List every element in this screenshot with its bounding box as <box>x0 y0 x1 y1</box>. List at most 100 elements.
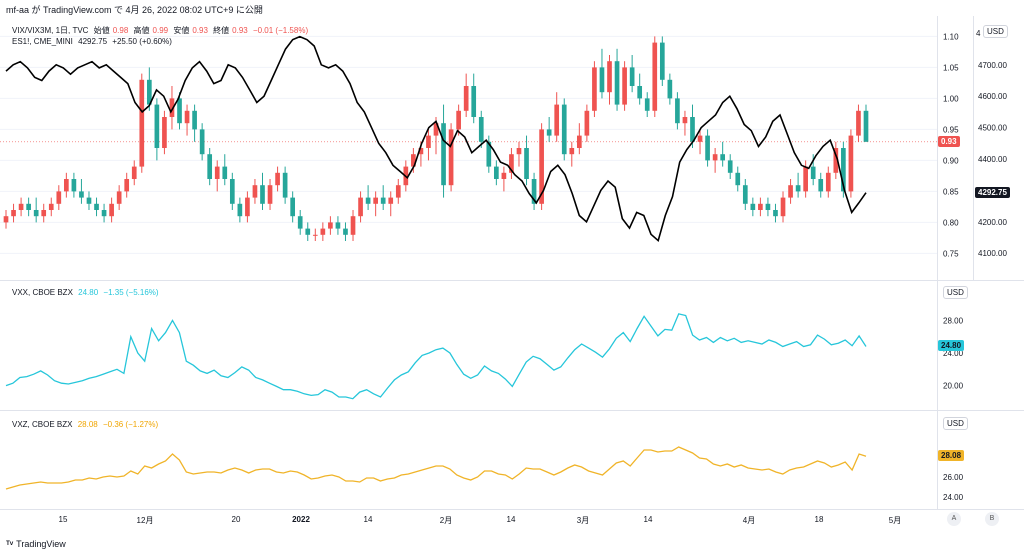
x-tick-label: 3月 <box>576 516 590 525</box>
candle-body <box>448 129 454 186</box>
vxx-pane[interactable] <box>0 281 1024 411</box>
candle-body <box>463 86 469 111</box>
candle-body <box>11 210 16 217</box>
candle-body <box>576 135 582 148</box>
x-tick-label: 2月 <box>439 516 453 525</box>
vxz-series-line <box>5 446 867 490</box>
secondary-axis-border <box>973 16 974 281</box>
candle-body <box>539 129 544 204</box>
candle-body <box>252 185 258 198</box>
ratio-tick-label: 0.80 <box>943 218 959 227</box>
candle-body <box>803 166 808 192</box>
es-tick-label: 4400.00 <box>978 155 1007 164</box>
candle-body <box>494 166 499 179</box>
vxx-series-line <box>5 313 867 400</box>
vxx-price-tag: 24.80 <box>938 340 965 352</box>
candle-body <box>411 154 416 167</box>
x-tick-label: 4月 <box>742 516 756 525</box>
close-label: 終値 <box>213 26 230 35</box>
candle-body <box>675 98 680 124</box>
candle-body <box>569 148 575 155</box>
candle-body <box>614 61 620 105</box>
vxx-currency-button[interactable]: USD <box>943 286 968 299</box>
vxz-currency-button[interactable]: USD <box>943 417 968 430</box>
candle-body <box>584 110 590 136</box>
candle-body <box>184 110 190 124</box>
candle-body <box>162 117 167 148</box>
vxx-tick-label: 20.00 <box>943 382 964 391</box>
candle-body <box>652 42 658 111</box>
main-currency-button[interactable]: USD <box>983 25 1008 38</box>
candle-body <box>380 197 386 204</box>
es-series-line <box>5 35 867 243</box>
candle-body <box>229 179 235 204</box>
es-value: 4292.75 <box>78 37 108 46</box>
vxx-value: 24.80 <box>78 288 99 297</box>
main-pane[interactable] <box>0 16 1024 281</box>
candle-body <box>207 154 213 179</box>
candle-body <box>312 234 318 236</box>
candle-body <box>388 197 394 204</box>
candle-body <box>33 210 39 217</box>
low-value: 0.93 <box>192 26 208 35</box>
ratio-tick-label: 0.85 <box>943 187 959 196</box>
candle-body <box>199 129 205 155</box>
candle-body <box>124 179 130 192</box>
brand-name: TradingView <box>16 539 66 549</box>
candle-body <box>139 79 145 167</box>
es-tick-label: 4600.00 <box>978 92 1007 101</box>
ratio-price-tag: 0.93 <box>938 135 960 147</box>
candle-body <box>275 172 280 186</box>
candle-body <box>531 179 537 204</box>
candle-body <box>237 203 243 217</box>
high-label: 高値 <box>133 26 150 35</box>
candle-body <box>222 166 228 179</box>
candle-body <box>856 110 861 136</box>
candle-body <box>79 191 84 198</box>
x-tick-label: 14 <box>643 515 653 524</box>
x-tick-label: 2022 <box>292 515 310 524</box>
candle-body <box>433 123 439 136</box>
log-scale-button[interactable]: B <box>985 512 999 526</box>
candle-body <box>810 166 816 179</box>
x-tick-label: 20 <box>231 515 241 524</box>
auto-scale-button[interactable]: A <box>947 512 961 526</box>
candle-body <box>780 197 786 217</box>
ratio-tick-label: 0.95 <box>943 125 959 134</box>
x-tick-label: 12月 <box>136 516 154 525</box>
publish-caption: mf-aa が TradingView.com で 4月 26, 2022 08… <box>6 5 263 15</box>
candle-body <box>177 98 182 124</box>
right-scale-partial: 4 <box>976 29 981 38</box>
candle-body <box>773 210 778 217</box>
candle-body <box>305 228 311 235</box>
candle-body <box>622 67 627 105</box>
vxx-tick-label: 24.00 <box>943 349 964 358</box>
time-axis[interactable]: 15 12月 20 2022 14 2月 14 3月 14 4月 18 5月 A B ᵀᵛ Tradi… <box>0 510 1024 553</box>
candle-body <box>629 67 635 86</box>
es-tick-label: 4700.00 <box>978 61 1007 70</box>
candle-body <box>818 179 824 192</box>
candle-body <box>750 203 756 210</box>
es-change: +25.50 (+0.60%) <box>112 37 172 46</box>
candle-body <box>644 98 650 111</box>
candle-body <box>41 210 47 217</box>
vxz-price-tag: 28.08 <box>938 450 965 462</box>
candle-body <box>637 86 643 99</box>
candle-body <box>735 172 741 186</box>
vxz-pane[interactable] <box>0 411 1024 510</box>
x-tick-label: 18 <box>814 515 824 524</box>
vxx-change: −1.35 (−5.16%) <box>103 288 159 297</box>
candle-body <box>101 210 107 217</box>
es-symbol: ES1!, CME_MINI <box>12 37 73 46</box>
candle-body <box>795 185 801 192</box>
candle-body <box>825 172 831 192</box>
main-symbol: VIX/VIX3M, 1日, TVC <box>12 26 89 35</box>
candle-body <box>350 216 356 235</box>
candle-body <box>109 203 114 217</box>
candle-body <box>169 98 175 117</box>
ratio-tick-label: 1.00 <box>943 94 959 103</box>
candle-body <box>18 203 24 210</box>
candle-body <box>712 154 718 161</box>
candle-body <box>690 117 695 142</box>
